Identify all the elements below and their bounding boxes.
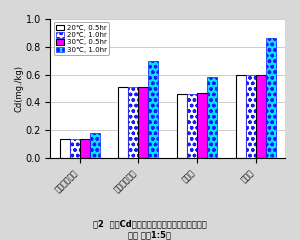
Bar	[80, 139, 90, 158]
Text: （土 液比1:5）: （土 液比1:5）	[128, 231, 172, 240]
Bar	[148, 61, 158, 158]
Legend: 20℃, 0.5hr, 20℃, 1.0hr, 30℃, 0.5hr, 30℃, 1.0hr: 20℃, 0.5hr, 20℃, 1.0hr, 30℃, 0.5hr, 30℃,…	[54, 23, 109, 55]
Bar	[70, 139, 80, 158]
Y-axis label: Cd(mg./kg): Cd(mg./kg)	[15, 65, 24, 112]
Bar	[128, 87, 138, 158]
Bar	[90, 133, 100, 158]
Bar	[177, 94, 187, 158]
Bar	[256, 75, 266, 158]
Text: 図2  抜出Cd量に及ぼす抜出温度・時間の影響: 図2 抜出Cd量に及ぼす抜出温度・時間の影響	[93, 220, 207, 229]
Bar	[207, 78, 217, 158]
Bar	[138, 87, 148, 158]
Bar	[118, 87, 128, 158]
Bar	[266, 38, 276, 158]
Bar	[187, 94, 197, 158]
Bar	[60, 139, 70, 158]
Bar	[236, 75, 246, 158]
Bar	[197, 93, 207, 158]
Bar	[246, 75, 256, 158]
